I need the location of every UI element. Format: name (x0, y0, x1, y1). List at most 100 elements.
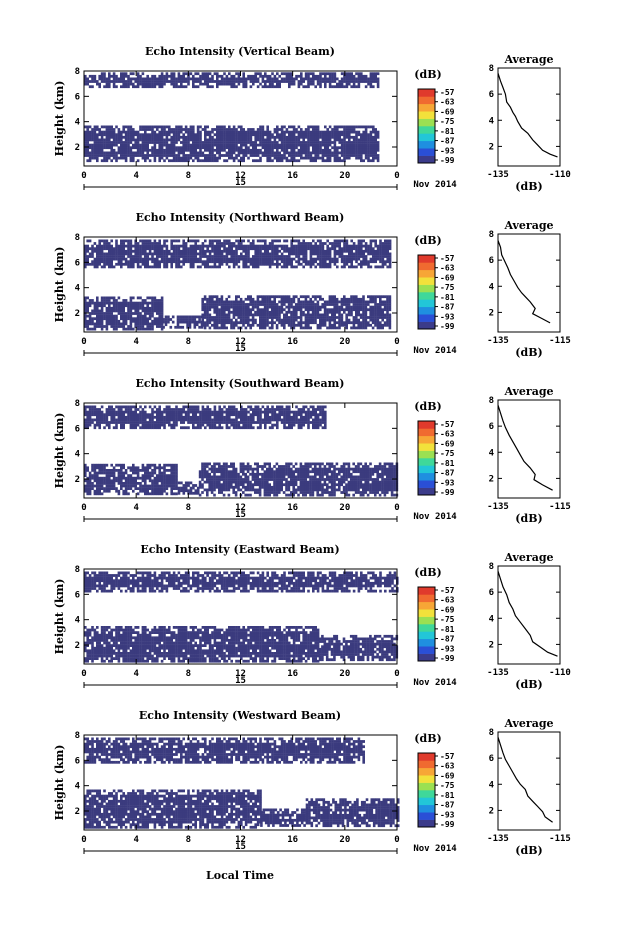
colorbar-segment (418, 458, 435, 466)
colorbar-segment (418, 133, 435, 142)
colorbar-tick-label: -93 (440, 810, 455, 819)
profile-y-tick-label: 4 (489, 780, 495, 790)
profile-y-tick-label: 8 (489, 396, 494, 406)
y-tick-label: 6 (75, 590, 80, 600)
colorbar-tick-label: -63 (440, 430, 455, 439)
colorbar-segment (418, 587, 435, 595)
colorbar-segment (418, 819, 435, 828)
colorbar-tick-label: -75 (440, 449, 455, 458)
x-tick-label: 0 (394, 337, 399, 347)
panel-title: Echo Intensity (Northward Beam) (136, 211, 345, 224)
colorbar-segment (418, 306, 435, 315)
x-tick-label: 16 (287, 835, 298, 845)
colorbar-unit: (dB) (414, 566, 441, 579)
profile-line (497, 571, 558, 657)
colorbar-segment (418, 624, 435, 632)
x-tick-label: 16 (287, 171, 298, 181)
colorbar-tick-label: -57 (440, 752, 455, 761)
y-axis-label: Height (km) (53, 247, 66, 323)
colorbar-segment (418, 321, 435, 330)
profile-frame (497, 67, 561, 167)
x-tick-label: 8 (186, 835, 191, 845)
profile-y-tick-label: 2 (489, 142, 494, 152)
colorbar-frame (417, 254, 436, 330)
profile-title: Average (503, 219, 553, 232)
colorbar-tick-label: -93 (440, 644, 455, 653)
y-tick-label: 2 (75, 641, 80, 651)
colorbar-segment (418, 646, 435, 654)
y-tick-label: 6 (75, 424, 80, 434)
colorbar-segment (418, 480, 435, 488)
y-tick-label: 6 (75, 258, 80, 268)
profile-x-tick-label: -135 (487, 834, 509, 844)
colorbar-segment (418, 118, 435, 127)
profile-x-label: (dB) (515, 180, 542, 193)
colorbar-tick-label: -99 (440, 322, 455, 331)
profile-y-tick-label: 6 (489, 90, 494, 100)
colorbar-tick-label: -99 (440, 156, 455, 165)
profile-frame (497, 731, 561, 831)
x-tick-label: 4 (133, 171, 139, 181)
y-axis-label: Height (km) (53, 81, 66, 157)
profile-title: Average (503, 717, 553, 730)
x-tick-label: 0 (394, 171, 399, 181)
y-tick-label: 6 (75, 92, 80, 102)
y-tick-label: 8 (75, 67, 80, 77)
panel-3: Echo Intensity (Eastward Beam) 2 4 6 8 Height… (53, 543, 571, 691)
date-label: 15 (235, 344, 246, 354)
x-tick-label: 0 (81, 503, 86, 513)
colorbar-segment (418, 631, 435, 640)
profile-y-tick-label: 4 (489, 448, 495, 458)
colorbar-segment (418, 812, 435, 820)
y-tick-label: 4 (75, 284, 81, 294)
panel-title: Echo Intensity (Vertical Beam) (145, 45, 335, 58)
x-tick-label: 8 (186, 171, 191, 181)
x-tick-label: 0 (394, 503, 399, 513)
x-tick-label: 0 (81, 171, 86, 181)
colorbar-segment (418, 753, 435, 761)
colorbar-frame (417, 752, 436, 828)
x-tick-label: 4 (133, 503, 139, 513)
month-label: Nov 2014 (413, 678, 457, 688)
y-tick-label: 2 (75, 143, 80, 153)
colorbar-segment (418, 767, 435, 776)
profile-y-tick-label: 6 (489, 588, 494, 598)
colorbar-tick-label: -63 (440, 98, 455, 107)
colorbar-segment (418, 89, 435, 97)
x-tick-label: 4 (133, 669, 139, 679)
y-axis-label: Height (km) (53, 579, 66, 655)
profile-frame (497, 399, 561, 499)
y-tick-label: 4 (75, 450, 81, 460)
colorbar-tick-label: -81 (440, 127, 455, 136)
colorbar-segment (418, 277, 435, 285)
colorbar-segment (418, 782, 435, 791)
profile-x-label: (dB) (515, 678, 542, 691)
profile-x-label: (dB) (515, 512, 542, 525)
colorbar-tick-label: -57 (440, 88, 455, 97)
profile-x-tick-label: -115 (549, 834, 571, 844)
colorbar-tick-label: -63 (440, 762, 455, 771)
colorbar-segment (418, 616, 435, 625)
panel-title: Echo Intensity (Eastward Beam) (140, 543, 339, 556)
profile-y-tick-label: 8 (489, 230, 494, 240)
colorbar-unit: (dB) (414, 732, 441, 745)
colorbar-tick-label: -87 (440, 469, 455, 478)
colorbar-unit: (dB) (414, 234, 441, 247)
profile-y-tick-label: 8 (489, 728, 494, 738)
profile-x-tick-label: -135 (487, 668, 509, 678)
month-label: Nov 2014 (413, 512, 457, 522)
profile-y-tick-label: 2 (489, 308, 494, 318)
profile-x-tick-label: -115 (549, 336, 571, 346)
profile-y-tick-label: 6 (489, 422, 494, 432)
colorbar-segment (418, 140, 435, 149)
colorbar-tick-label: -81 (440, 791, 455, 800)
y-tick-label: 8 (75, 399, 80, 409)
colorbar-tick-label: -69 (440, 605, 455, 614)
x-tick-label: 4 (133, 835, 139, 845)
heatmap-cells (84, 405, 399, 497)
x-tick-label: 20 (339, 503, 350, 513)
heatmap-cells (84, 239, 392, 331)
y-tick-label: 2 (75, 807, 80, 817)
x-tick-label: 0 (81, 669, 86, 679)
colorbar-segment (418, 103, 435, 112)
